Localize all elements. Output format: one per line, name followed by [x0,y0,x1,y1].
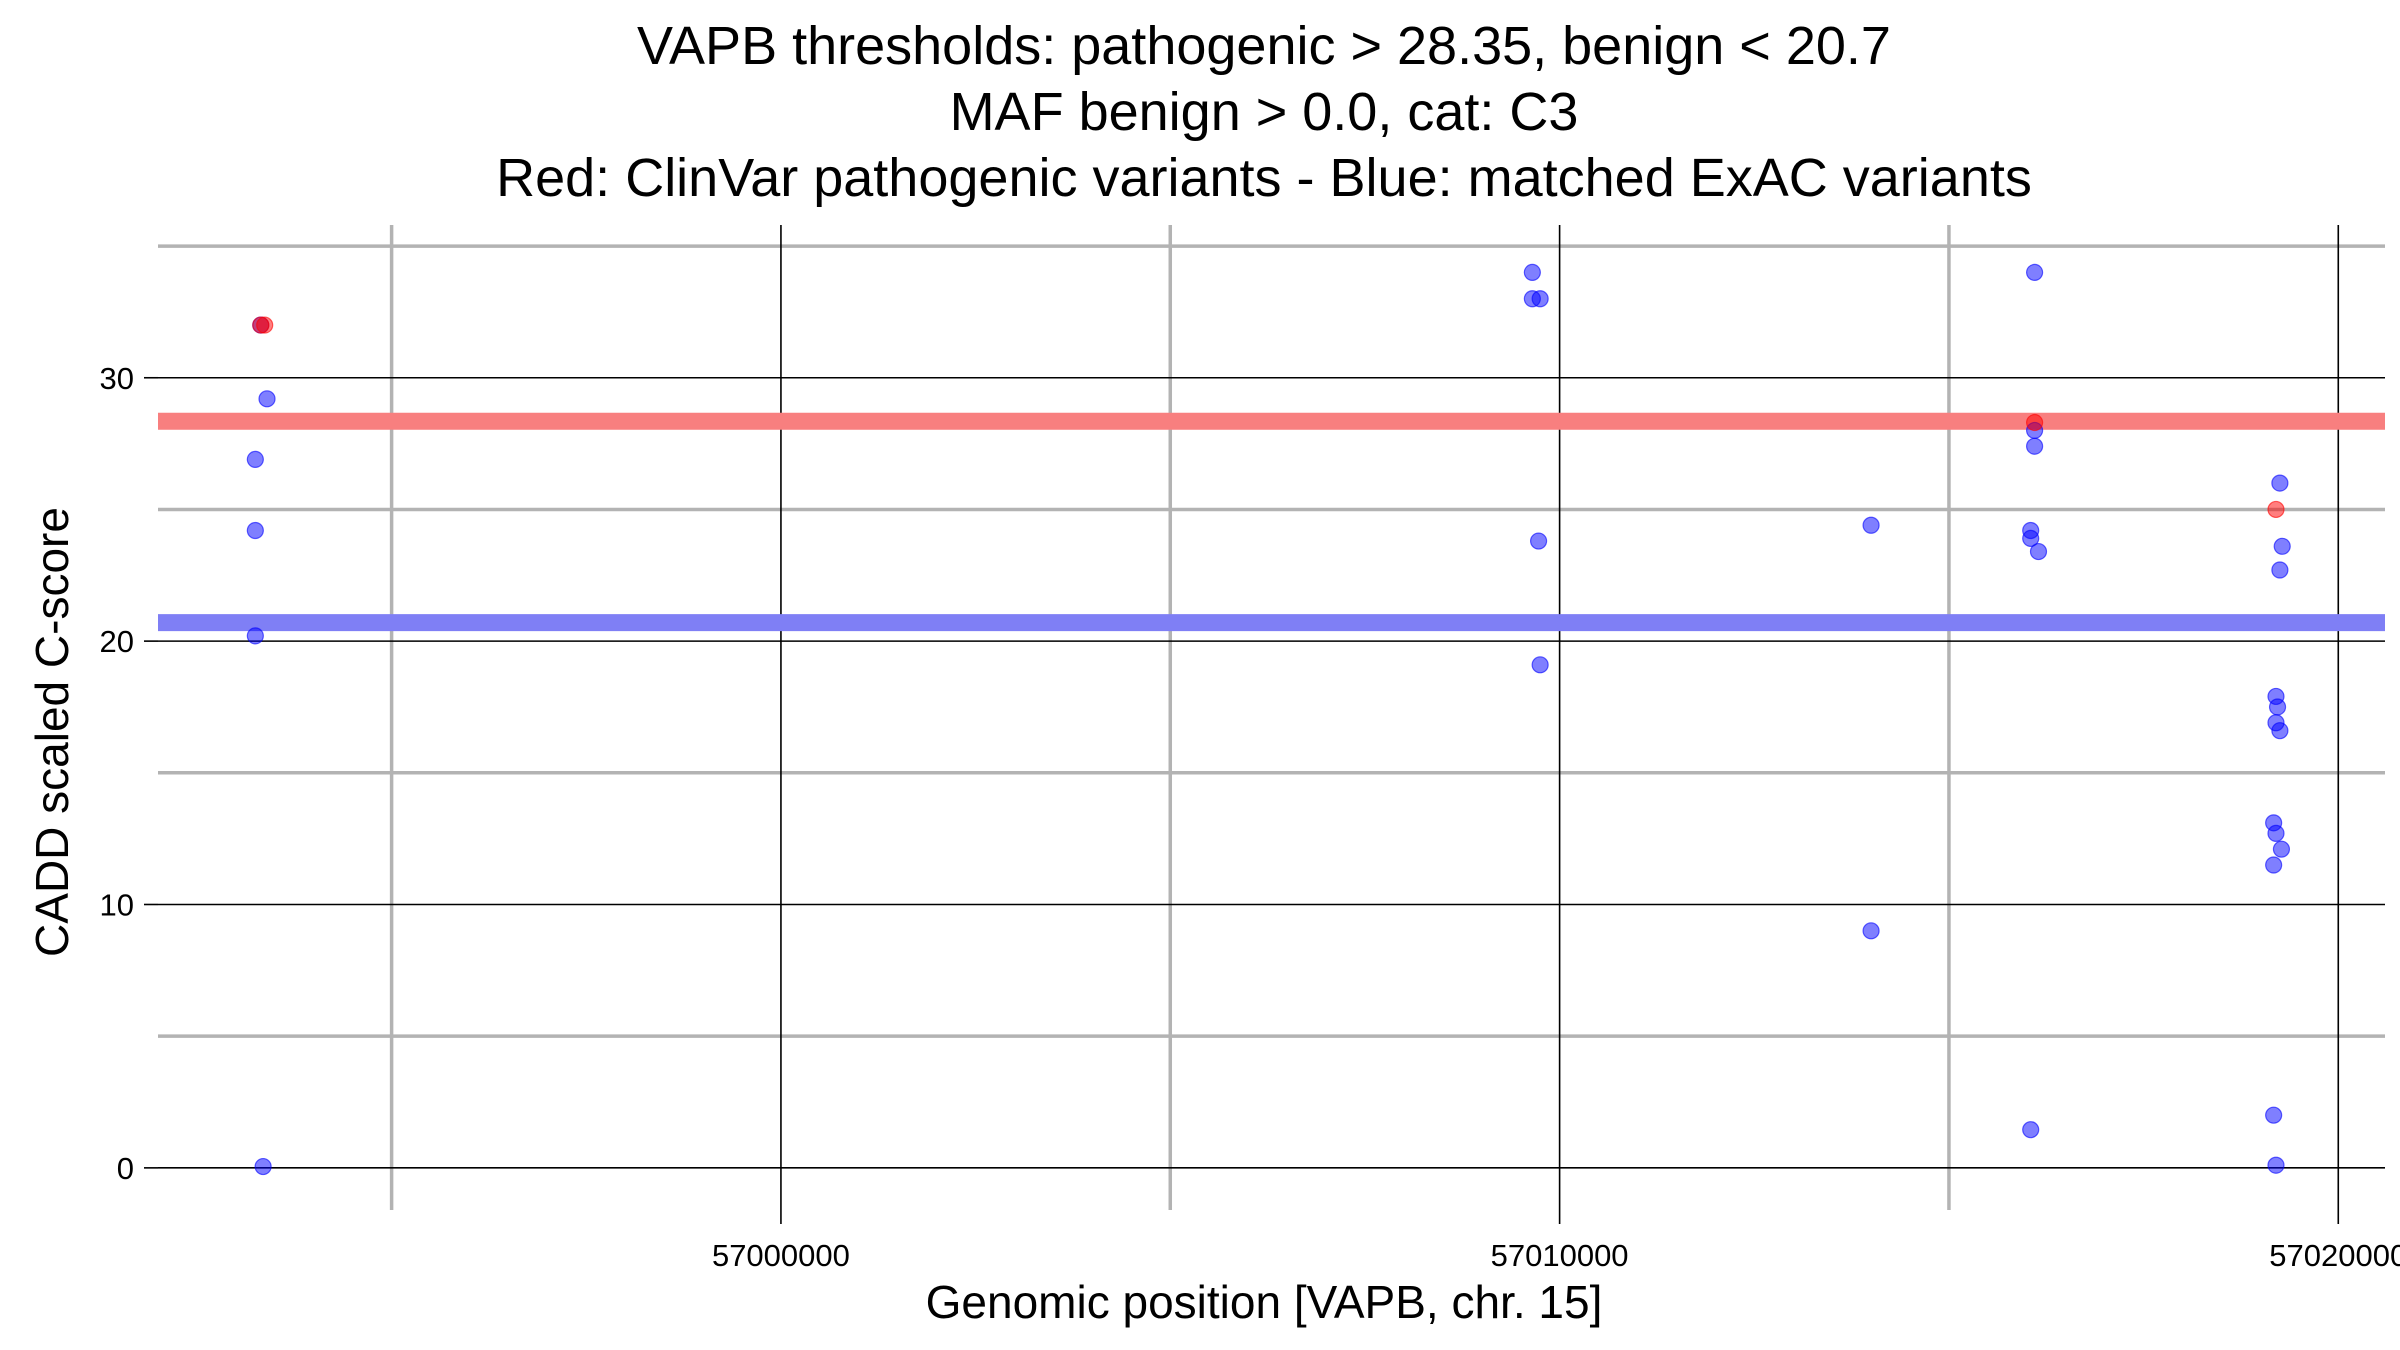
matched-exac-variants-point-20 [2271,474,2289,492]
data-points [246,263,2291,1176]
matched-exac-variants-point-10 [1531,656,1549,674]
x-tick-label-2: 57020000 [2269,1238,2400,1273]
clinvar-pathogenic-variants-point-1 [256,316,274,334]
matched-exac-variants-point-31 [2265,1106,2283,1124]
clinvar-pathogenic-variants-point-3 [2267,500,2285,519]
y-tick-label-2: 20 [100,624,134,659]
matched-exac-variants-point-13 [2025,263,2044,282]
matched-exac-variants-point-26 [2271,722,2289,740]
matched-exac-variants-point-4 [246,627,264,645]
x-tick-label-0: 57000000 [712,1238,850,1273]
y-tick-label-3: 30 [100,361,134,396]
matched-exac-variants-point-17 [2022,529,2040,548]
matched-exac-variants-point-28 [2267,824,2285,842]
matched-exac-variants-point-15 [2025,437,2044,455]
matched-exac-variants-point-29 [2272,840,2291,858]
matched-exac-variants-point-9 [1529,532,1548,550]
matched-exac-variants-point-11 [1862,516,1880,534]
matched-exac-variants-point-30 [2265,856,2283,874]
matched-exac-variants-point-12 [1862,922,1880,940]
y-tick-label-0: 0 [117,1151,134,1186]
matched-exac-variants-point-6 [1523,263,1541,282]
minor-gridlines [158,225,2385,1210]
matched-exac-variants-point-3 [246,521,264,540]
y-axis-title: CADD scaled C-score [26,507,78,957]
title-line-1: VAPB thresholds: pathogenic > 28.35, ben… [637,16,1891,76]
x-tick-label-1: 57010000 [1491,1238,1629,1273]
matched-exac-variants-point-22 [2271,561,2289,579]
major-gridlines [158,225,2385,1210]
matched-exac-variants-point-18 [2029,542,2048,561]
matched-exac-variants-point-21 [2273,537,2291,555]
title-line-2: MAF benign > 0.0, cat: C3 [950,82,1579,142]
matched-exac-variants-point-5 [254,1157,272,1176]
matched-exac-variants-point-8 [1531,290,1549,308]
clinvar-pathogenic-variants-point-2 [2025,413,2044,432]
y-tick-label-1: 10 [100,887,134,922]
matched-exac-variants-point-2 [246,450,264,468]
chart-title: VAPB thresholds: pathogenic > 28.35, ben… [496,16,2032,208]
matched-exac-variants-point-19 [2022,1121,2040,1139]
threshold-lines [158,412,2385,632]
title-line-3: Red: ClinVar pathogenic variants - Blue:… [496,148,2032,208]
x-axis-title: Genomic position [VAPB, chr. 15] [926,1276,1603,1328]
matched-exac-variants-point-1 [258,390,276,408]
matched-exac-variants-point-24 [2268,698,2287,716]
matched-exac-variants-point-32 [2267,1156,2285,1174]
axis-ticks: 0 10 20 30 57000000 57010000 57020000 [100,361,2400,1273]
